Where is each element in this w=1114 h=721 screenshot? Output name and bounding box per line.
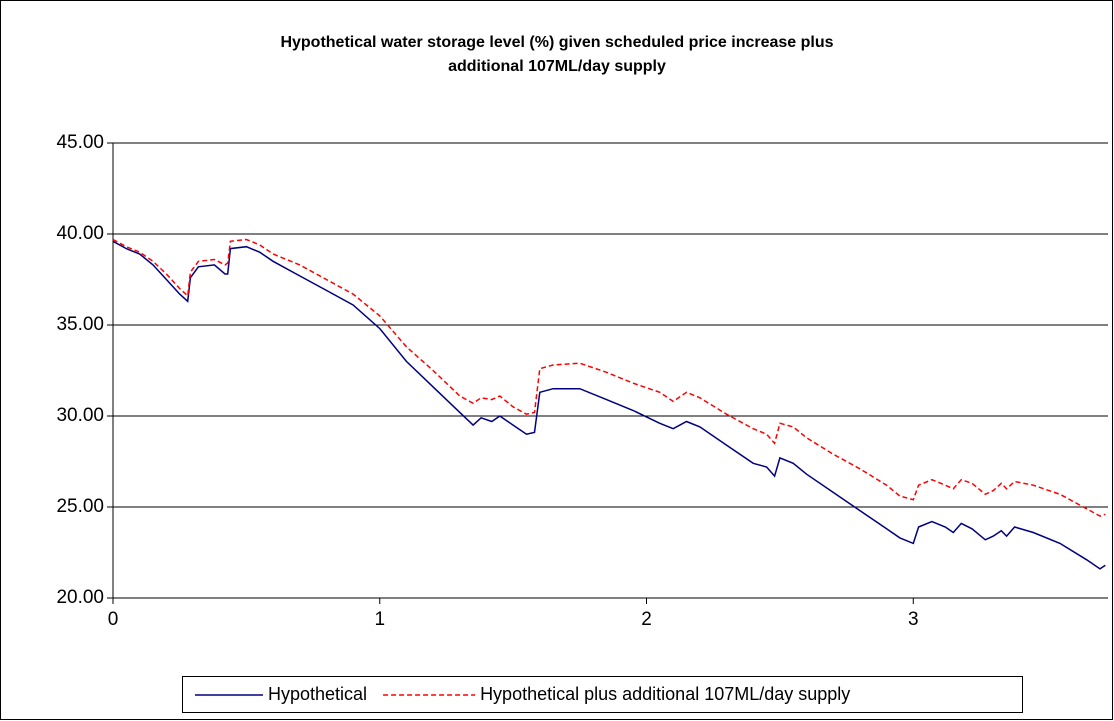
data-line (112, 238, 1106, 517)
x-tick-label: 2 (641, 609, 652, 630)
y-tick-label: 40.00 (56, 223, 104, 244)
y-tick-label: 25.00 (56, 496, 104, 517)
y-tick-label: 30.00 (56, 405, 104, 426)
x-tick-label: 3 (908, 609, 919, 630)
legend-box (182, 676, 1023, 713)
y-tick-label: 35.00 (56, 314, 104, 335)
x-tick-label: 0 (108, 609, 119, 630)
legend-label: Hypothetical plus additional 107ML/day s… (480, 684, 850, 704)
legend-label: Hypothetical (268, 684, 367, 704)
y-tick-label: 20.00 (56, 587, 104, 608)
data-line (112, 240, 1106, 570)
chart-title: Hypothetical water storage level (%) giv… (280, 34, 833, 51)
chart-title: additional 107ML/day supply (448, 58, 666, 75)
y-tick-label: 45.00 (56, 132, 104, 153)
x-tick-label: 1 (374, 609, 385, 630)
